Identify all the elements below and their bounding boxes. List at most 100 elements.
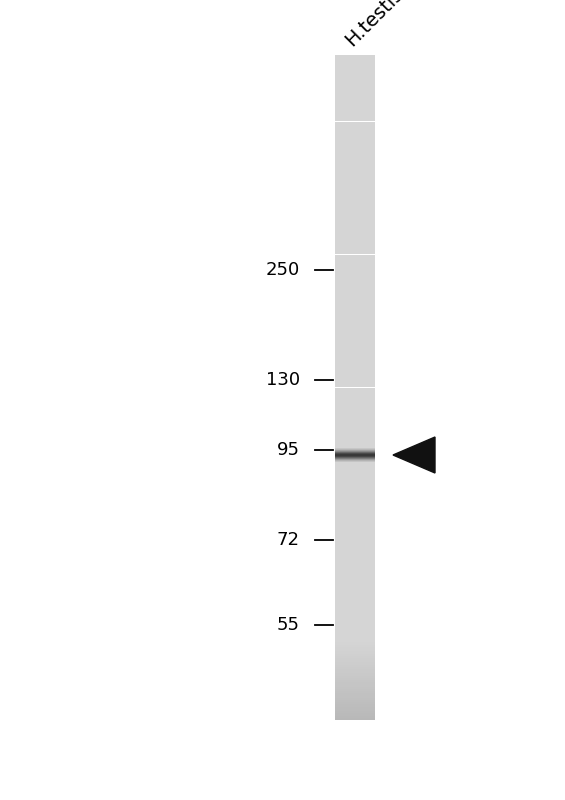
Bar (335, 154, 375, 157)
Bar (335, 84, 375, 86)
Bar (335, 476, 375, 478)
Bar (335, 370, 375, 372)
Bar (335, 591, 375, 594)
Bar (335, 286, 375, 288)
Bar (335, 197, 375, 199)
Bar (335, 153, 375, 154)
Bar (335, 470, 375, 472)
Bar (335, 168, 375, 170)
Bar (335, 403, 375, 406)
Bar (335, 609, 375, 611)
Bar (335, 102, 375, 104)
Bar (335, 261, 375, 263)
Bar (335, 133, 375, 134)
Bar (335, 257, 375, 259)
Bar (335, 550, 375, 551)
Bar (335, 478, 375, 481)
Bar (335, 472, 375, 474)
Bar (335, 698, 375, 700)
Bar (335, 277, 375, 279)
Text: 55: 55 (277, 616, 300, 634)
Bar (335, 678, 375, 680)
Bar (335, 487, 375, 490)
Bar (335, 79, 375, 82)
Bar (335, 649, 375, 651)
Bar (335, 530, 375, 531)
Bar (335, 647, 375, 649)
Bar (335, 574, 375, 576)
Bar (335, 454, 375, 456)
Bar (335, 686, 375, 689)
Bar (335, 338, 375, 341)
Bar (335, 266, 375, 268)
Bar (335, 106, 375, 108)
Bar (335, 629, 375, 631)
Bar (335, 259, 375, 261)
Bar (335, 110, 375, 113)
Bar (335, 490, 375, 492)
Bar (335, 252, 375, 254)
Bar (335, 108, 375, 110)
Bar (335, 239, 375, 242)
Bar (335, 538, 375, 541)
Text: 72: 72 (277, 531, 300, 549)
Bar (335, 237, 375, 239)
Bar (335, 398, 375, 401)
Bar (335, 73, 375, 75)
Bar (335, 281, 375, 283)
Bar (335, 438, 375, 441)
Bar (335, 425, 375, 427)
Bar (335, 618, 375, 620)
Bar (335, 270, 375, 272)
Text: H.testis: H.testis (342, 0, 407, 50)
Bar (335, 561, 375, 562)
Bar (335, 354, 375, 357)
Bar (335, 148, 375, 150)
Bar (335, 458, 375, 461)
Bar (335, 62, 375, 64)
Bar (335, 715, 375, 718)
Bar (335, 232, 375, 234)
Bar (335, 558, 375, 561)
Bar (335, 598, 375, 600)
Bar (335, 146, 375, 148)
Bar (335, 671, 375, 674)
Bar (335, 483, 375, 485)
Bar (335, 202, 375, 203)
Bar (335, 166, 375, 168)
Bar (335, 303, 375, 306)
Bar (335, 662, 375, 665)
Bar (335, 144, 375, 146)
Bar (335, 70, 375, 73)
Bar (335, 288, 375, 290)
Bar (335, 614, 375, 616)
Bar (335, 199, 375, 202)
Bar (335, 467, 375, 470)
Bar (335, 525, 375, 527)
Bar (335, 126, 375, 128)
Bar (335, 294, 375, 297)
Bar (335, 186, 375, 188)
Bar (335, 95, 375, 97)
Bar (335, 299, 375, 301)
Bar (335, 290, 375, 292)
Bar (335, 450, 375, 452)
Bar (335, 645, 375, 647)
Bar (335, 337, 375, 338)
Bar (335, 59, 375, 62)
Text: 250: 250 (266, 261, 300, 279)
Bar (335, 696, 375, 698)
Bar (335, 162, 375, 164)
Bar (335, 99, 375, 102)
Bar (335, 676, 375, 678)
Bar (335, 631, 375, 634)
Bar (335, 122, 375, 124)
Bar (335, 711, 375, 714)
Bar (335, 228, 375, 230)
Bar (335, 246, 375, 248)
Bar (335, 522, 375, 525)
Bar (335, 565, 375, 567)
Bar (335, 242, 375, 243)
Bar (335, 594, 375, 596)
Bar (335, 514, 375, 516)
